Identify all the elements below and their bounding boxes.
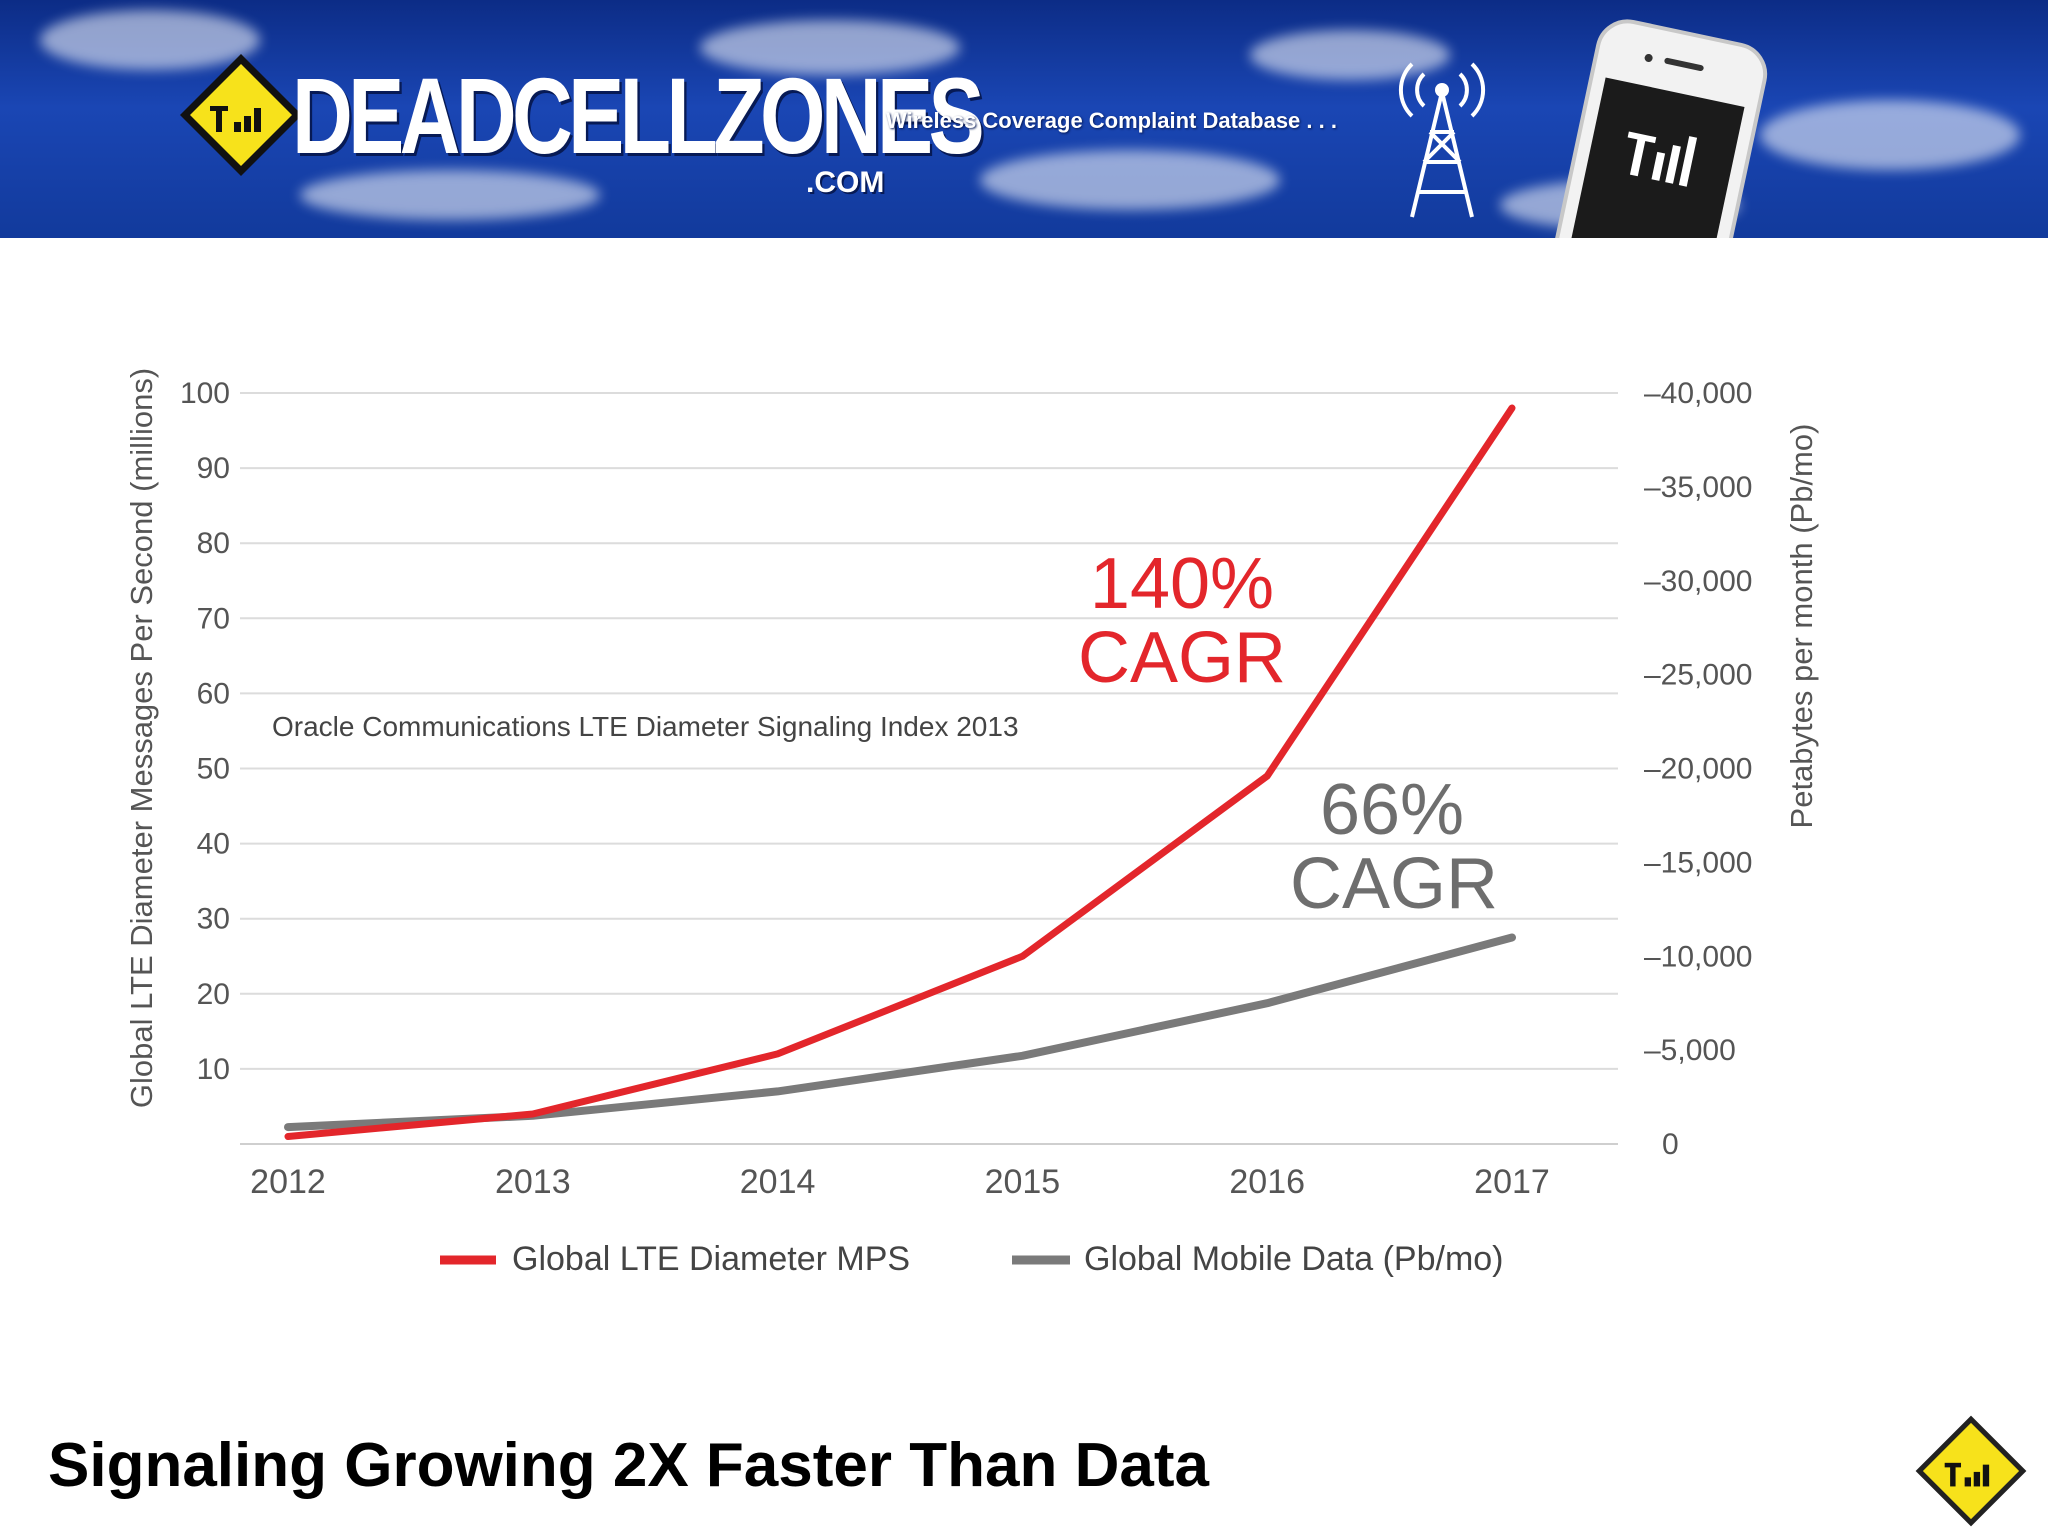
cloud-decoration — [40, 10, 260, 70]
cloud-decoration — [1250, 30, 1450, 80]
y-tick-label: 60 — [197, 677, 230, 710]
y-tick-label: 40 — [197, 828, 230, 861]
site-tagline: Wireless Coverage Complaint Database . .… — [886, 108, 1337, 133]
y-tick-label: 90 — [197, 452, 230, 485]
source-annotation: Oracle Communications LTE Diameter Signa… — [272, 711, 1019, 742]
data-cagr-percent: 66% — [1320, 770, 1464, 850]
chart-gridlines — [240, 392, 1618, 1145]
data-point-lte-mps — [529, 1110, 536, 1117]
data-point-lte-mps — [1264, 773, 1271, 780]
series-line-mobile-data — [284, 933, 1516, 1132]
y-tick-label: 100 — [180, 377, 230, 410]
legend-label-data: Global Mobile Data (Pb/mo) — [1084, 1240, 1504, 1278]
left-axis-tick-labels: 10 20 30 40 50 60 70 80 90 100 — [180, 377, 230, 1086]
chart-series — [284, 404, 1516, 1140]
cloud-decoration — [1760, 100, 2020, 170]
lte-cagr-label: CAGR — [1078, 618, 1286, 698]
y-tick-label: 50 — [197, 753, 230, 786]
series-line-lte-mps — [284, 404, 1516, 1140]
cloud-decoration — [300, 170, 600, 220]
y2-axis-label: Petabytes per month (Pb/mo) — [1784, 424, 1819, 829]
smartphone-signal-icon — [1547, 19, 1768, 238]
signal-bars-diamond-icon[interactable] — [176, 50, 306, 180]
y-axis-label: Global LTE Diameter Messages Per Second … — [124, 368, 159, 1108]
y2-tick-label: –35,000 — [1644, 471, 1752, 504]
right-axis-tick-labels: 0 –5,000 –10,000 –15,000 –20,000 –25,000 –30,0… — [1644, 377, 1752, 1161]
y-tick-label: 80 — [197, 527, 230, 560]
data-point-mobile-data — [1019, 1052, 1026, 1059]
y2-tick-label: 0 — [1662, 1128, 1679, 1161]
brand-name[interactable]: DEADCELLZONES — [292, 55, 985, 176]
x-tick-label: 2015 — [985, 1163, 1061, 1201]
y-tick-label: 10 — [197, 1053, 230, 1086]
cloud-decoration — [700, 20, 960, 75]
legend-label-lte: Global LTE Diameter MPS — [512, 1240, 910, 1278]
signaling-growth-chart: 10 20 30 40 50 60 70 80 90 100 0 –5,000 –10,000 –15,… — [124, 368, 1819, 1278]
slide-title: Signaling Growing 2X Faster Than Data — [48, 1431, 1209, 1500]
data-point-lte-mps — [774, 1050, 781, 1057]
data-cagr-label: CAGR — [1290, 844, 1498, 924]
y2-tick-label: –10,000 — [1644, 940, 1752, 973]
data-point-mobile-data — [1509, 934, 1515, 941]
x-tick-label: 2014 — [740, 1163, 816, 1201]
data-point-mobile-data — [774, 1088, 781, 1095]
x-tick-label: 2012 — [250, 1163, 326, 1201]
x-tick-label: 2016 — [1229, 1163, 1305, 1201]
y2-tick-label: –30,000 — [1644, 565, 1752, 598]
brand-suffix: .COM — [806, 166, 885, 199]
y-tick-label: 30 — [197, 903, 230, 936]
lte-cagr-percent: 140% — [1090, 544, 1274, 624]
y2-tick-label: –40,000 — [1644, 377, 1752, 410]
x-axis-tick-labels: 2012 2013 2014 2015 2016 2017 — [250, 1163, 1550, 1201]
y2-tick-label: –5,000 — [1644, 1034, 1736, 1067]
cloud-decoration — [980, 150, 1280, 210]
y2-tick-label: –25,000 — [1644, 659, 1752, 692]
data-point-mobile-data — [285, 1124, 291, 1131]
signal-bars-diamond-icon[interactable] — [1912, 1412, 2030, 1530]
x-tick-label: 2017 — [1474, 1163, 1550, 1201]
data-point-lte-mps — [285, 1133, 291, 1140]
data-point-mobile-data — [1264, 1000, 1271, 1007]
y-tick-label: 20 — [197, 978, 230, 1011]
data-point-lte-mps — [1509, 405, 1515, 412]
y2-tick-label: –15,000 — [1644, 846, 1752, 879]
cell-tower-icon — [1398, 62, 1486, 218]
data-point-lte-mps — [1019, 953, 1026, 960]
y2-tick-label: –20,000 — [1644, 753, 1752, 786]
chart-legend: Global LTE Diameter MPS Global Mobile Da… — [440, 1240, 1504, 1278]
site-banner: DEADCELLZONES .COM Wireless Coverage Com… — [0, 0, 2048, 238]
x-tick-label: 2013 — [495, 1163, 571, 1201]
y-tick-label: 70 — [197, 602, 230, 635]
